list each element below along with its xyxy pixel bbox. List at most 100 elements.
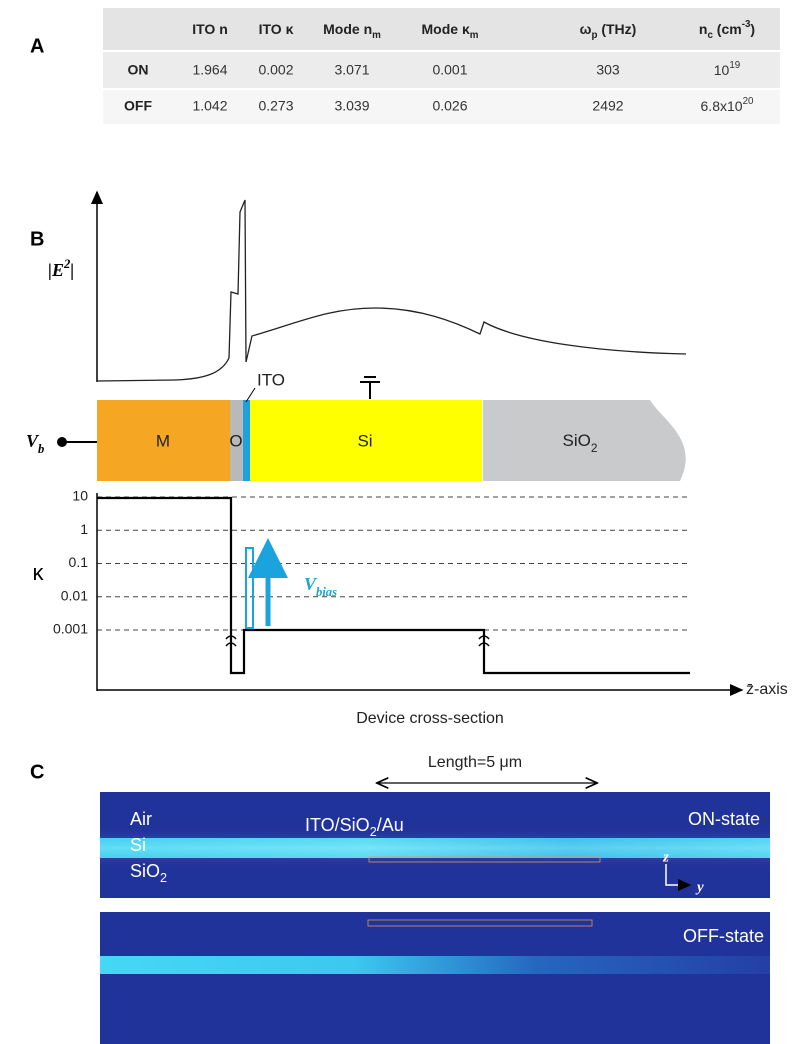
panel-label: B: [30, 228, 44, 250]
table-cell: 2492: [592, 98, 623, 114]
layer-label: Si: [357, 431, 372, 450]
text-segment: V: [26, 431, 40, 451]
oxide-layer: [230, 400, 243, 481]
text-segment: Mode κ: [422, 21, 470, 37]
tick-label: 10: [72, 488, 88, 504]
ito-layer: [243, 400, 250, 481]
text-segment: |: [70, 260, 74, 280]
text-segment: V: [304, 574, 318, 594]
coord-axes: [665, 864, 692, 891]
text-segment: m: [470, 30, 479, 41]
kappa-profile: [97, 496, 690, 675]
bias-terminal: [57, 437, 67, 447]
text-segment: SiO: [130, 861, 160, 881]
tick-label: 0.1: [69, 554, 89, 570]
column-header: nc (cm-3): [699, 19, 755, 41]
length-label: Length=5 μm: [428, 754, 522, 771]
si-layer: [250, 400, 482, 481]
column-header: ωp (THz): [580, 21, 637, 41]
text-segment: |E: [48, 260, 64, 280]
layer-label: SiO2: [563, 431, 598, 455]
bias-label: Vb: [26, 431, 44, 456]
table-cell: 6.8x1020: [701, 96, 754, 114]
ito-leader: [245, 387, 256, 403]
caption: Device cross-section: [356, 710, 504, 727]
table-row-bg: [103, 52, 780, 88]
axis-label: κ: [33, 560, 45, 585]
text-segment: m: [372, 30, 381, 41]
kappa-grid: [97, 496, 688, 631]
table-cell: 0.026: [432, 98, 467, 114]
text-segment: 10: [714, 62, 730, 78]
axis-label: z̄-axis: [746, 681, 788, 698]
text-segment: ): [750, 21, 755, 37]
mode-halo: [100, 826, 770, 870]
text-segment: bias: [316, 585, 337, 599]
table-cell: 0.002: [258, 62, 293, 78]
axis-break: [225, 635, 490, 647]
row-label: OFF: [124, 98, 152, 114]
field-profile: [96, 199, 687, 382]
text-segment: ITO n: [192, 21, 228, 37]
region-label: Air: [130, 809, 152, 829]
table-cell: 1019: [714, 60, 740, 78]
layer-label: ITO: [257, 370, 285, 389]
text-segment: 2: [370, 825, 377, 839]
table-cell: 1.964: [192, 62, 227, 78]
sim-off: [100, 912, 770, 1044]
text-segment: n: [699, 21, 708, 37]
column-header: Mode κm: [422, 21, 479, 41]
text-segment: Mode n: [323, 21, 372, 37]
text-segment: ω: [580, 21, 592, 37]
text-segment: p: [591, 30, 597, 41]
ground-symbol: [360, 376, 380, 399]
axis-label: |E2|: [48, 257, 74, 280]
text-segment: (THz): [597, 21, 636, 37]
layer-label: O: [229, 431, 242, 450]
axis-label: y: [695, 879, 704, 895]
text-segment: b: [38, 442, 44, 456]
table-cell: 303: [596, 62, 620, 78]
text-segment: (cm: [713, 21, 742, 37]
text-segment: 2: [63, 257, 71, 271]
text-segment: /Au: [377, 815, 404, 835]
table-cell: 3.071: [334, 62, 369, 78]
sio2-layer: [483, 400, 686, 481]
table-cell: 3.039: [334, 98, 369, 114]
text-segment: 2: [591, 441, 598, 455]
column-header: Mode nm: [323, 21, 381, 41]
ito-switch-box: [245, 547, 254, 629]
text-segment: SiO: [563, 431, 591, 450]
column-header: ITO n: [192, 21, 228, 37]
stack-outline: [368, 856, 601, 863]
state-label: ON-state: [688, 809, 760, 829]
text-segment: 19: [729, 60, 740, 71]
layer-label: M: [156, 431, 170, 450]
tick-label: 0.001: [53, 621, 88, 637]
text-segment: 6.8x10: [701, 98, 743, 114]
panel-label: A: [30, 35, 44, 57]
text-segment: 2: [160, 871, 167, 885]
text-segment: -3: [742, 19, 751, 30]
table-cell: 1.042: [192, 98, 227, 114]
stack-outline: [367, 919, 593, 927]
axis-label: z: [662, 849, 669, 865]
column-header: ITO κ: [259, 21, 294, 37]
text-segment: 20: [743, 96, 754, 107]
state-label: OFF-state: [683, 926, 764, 946]
panel-label: C: [30, 761, 44, 783]
text-segment: ITO κ: [259, 21, 294, 37]
table-cell: 0.001: [432, 62, 467, 78]
tick-label: 1: [80, 521, 88, 537]
text-segment: c: [707, 30, 713, 41]
region-label: Si: [130, 835, 146, 855]
tick-label: 0.01: [61, 587, 88, 603]
table-header-bg: [103, 8, 780, 50]
table-cell: 0.273: [258, 98, 293, 114]
bias-arrow-label: Vbias: [304, 574, 337, 599]
metal-layer: [97, 400, 230, 481]
mode-off: [100, 956, 770, 974]
row-label: ON: [128, 62, 149, 78]
